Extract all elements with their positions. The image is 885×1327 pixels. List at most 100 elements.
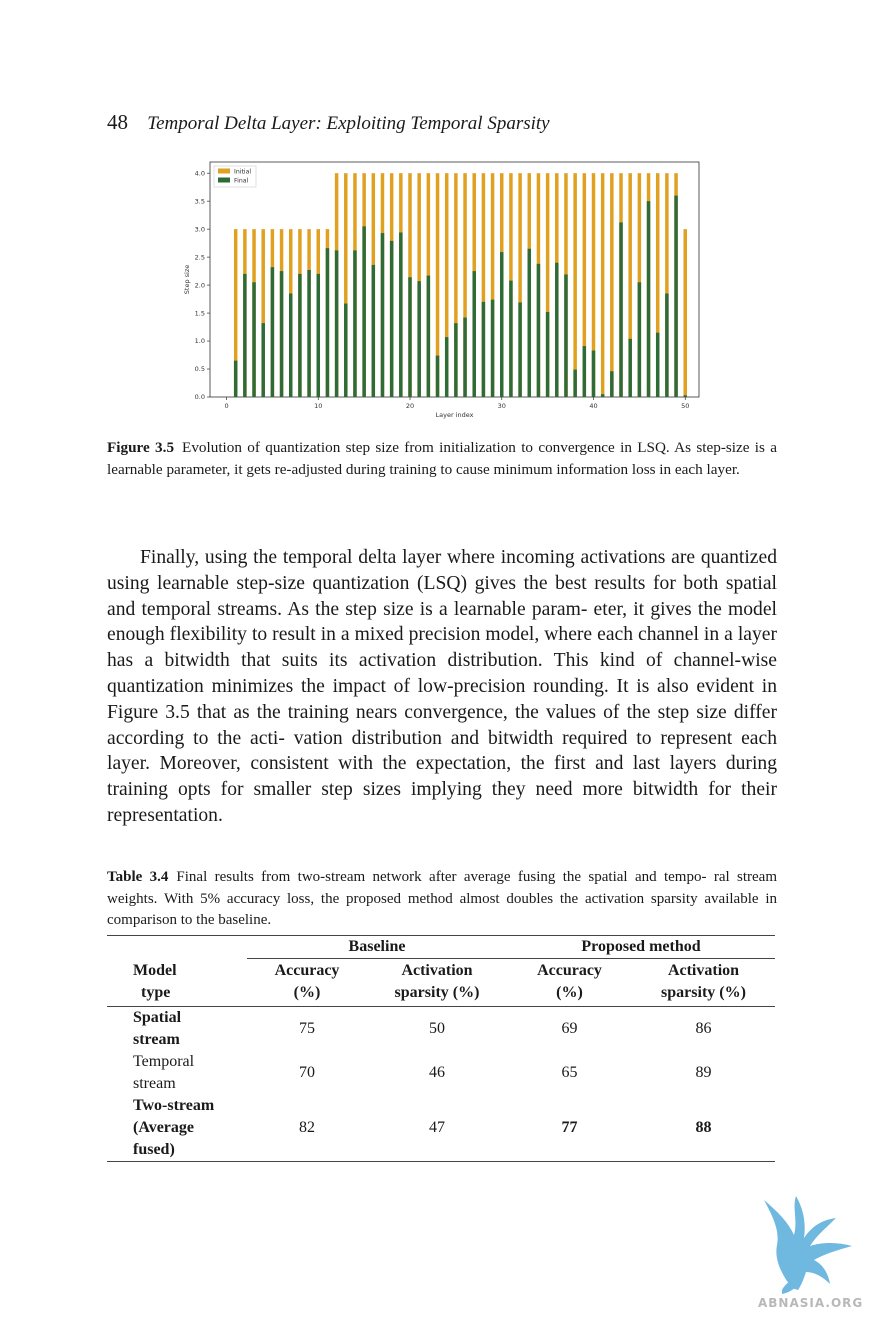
final-bar (362, 226, 366, 397)
running-title: Temporal Delta Layer: Exploiting Tempora… (147, 113, 550, 134)
initial-bar (435, 173, 440, 397)
final-bar (665, 293, 669, 397)
cell-proposed-accuracy: 77 (561, 1119, 578, 1136)
page-number: 48 (107, 110, 128, 134)
plot-area: 0 10 20 30 40 50 0.0 0.5 1.0 1.5 2.0 2.5 3.0 3.5 4.0 La… (183, 161, 700, 419)
final-bar (371, 264, 376, 397)
y-tick-label: 0.0 (195, 393, 205, 401)
final-bar (325, 248, 330, 397)
x-tick-label: 20 (406, 402, 414, 410)
final-bar (426, 275, 431, 397)
final-bar (380, 233, 385, 397)
col-model-type: Model type (133, 961, 177, 1001)
cell-proposed-sparsity: 88 (695, 1119, 712, 1136)
pegasus-logo (764, 1196, 852, 1294)
final-bar (674, 195, 678, 397)
x-tick-label: 10 (314, 402, 322, 410)
final-bar (490, 299, 495, 397)
cell-baseline-accuracy: 82 (299, 1119, 315, 1136)
final-bar (435, 355, 440, 397)
final-bar (288, 293, 293, 397)
final-bar (637, 282, 642, 397)
y-tick-label: 2.0 (195, 281, 205, 289)
final-bar (619, 222, 623, 397)
initial-bar (600, 173, 605, 397)
x-tick-label: 40 (589, 402, 597, 410)
final-bar (545, 311, 550, 397)
final-bar (582, 346, 587, 397)
row-name: Two-stream (Average fused) (133, 1097, 215, 1158)
figure-label: Figure 3.5 (107, 439, 175, 456)
initial-bar (444, 173, 449, 397)
y-tick-label: 3.0 (195, 225, 205, 233)
final-bar (610, 371, 614, 397)
step-size-chart: 0 10 20 30 40 50 0.0 0.5 1.0 1.5 2.0 2.5 3.0 3.5 4.0 La… (183, 161, 700, 419)
final-bar (536, 263, 541, 397)
cell-baseline-accuracy: 70 (299, 1064, 315, 1081)
initial-bar (582, 173, 587, 397)
table-row: Spatial stream 75 50 69 86 (107, 1007, 775, 1052)
group-baseline: Baseline (247, 935, 507, 959)
y-tick-label: 1.5 (195, 309, 205, 317)
row-name: Temporal stream (133, 1053, 195, 1092)
cell-proposed-accuracy: 69 (561, 1020, 578, 1037)
table-caption-text: Final results from two-stream network af… (107, 869, 777, 928)
initial-bar (518, 173, 522, 397)
final-bar (683, 395, 687, 397)
cell-baseline-sparsity: 47 (429, 1119, 445, 1136)
col-baseline-accuracy: Accuracy (%) (274, 962, 340, 1001)
final-bar (509, 280, 513, 397)
final-bar (270, 267, 275, 397)
watermark-text: ABNASIA.ORG (758, 1296, 864, 1310)
initial-bar (573, 173, 577, 397)
table-row: Temporal stream 70 46 65 89 (107, 1051, 775, 1095)
legend-label: Initial (234, 168, 251, 175)
y-tick-label: 2.5 (195, 253, 205, 261)
final-bar (353, 250, 357, 397)
cell-proposed-accuracy: 65 (561, 1064, 578, 1081)
initial-bar (233, 229, 238, 397)
final-bar (564, 274, 568, 397)
y-tick-label: 3.5 (195, 197, 205, 205)
final-bar (646, 201, 651, 397)
results-table: Baseline Proposed method Model type Accur… (107, 935, 775, 1162)
final-bar (500, 252, 504, 397)
table-group-header: Baseline Proposed method (107, 935, 775, 959)
final-bar (316, 273, 321, 397)
body-paragraph: Finally, using the temporal delta layer … (107, 547, 777, 826)
final-bar (444, 337, 449, 397)
final-bar (279, 271, 284, 397)
initial-bar (610, 173, 614, 397)
initial-bar (261, 229, 265, 397)
x-axis-label: Layer index (436, 411, 474, 419)
figure-caption: Figure 3.5 Evolution of quantization step… (107, 437, 777, 481)
final-bar (408, 277, 412, 397)
final-bar (417, 281, 421, 397)
final-bar (591, 350, 596, 397)
final-bar (472, 271, 476, 397)
final-bar (243, 273, 247, 397)
group-proposed: Proposed method (507, 935, 775, 959)
initial-bar (344, 173, 348, 397)
final-bar (628, 338, 632, 397)
cell-baseline-sparsity: 46 (429, 1064, 445, 1081)
initial-bar (591, 173, 596, 397)
table-row: Two-stream (Average fused) 82 47 77 88 (107, 1095, 775, 1162)
final-bar (252, 282, 256, 397)
legend-swatch (218, 177, 230, 183)
col-baseline-sparsity: Activation sparsity (%) (394, 962, 480, 1001)
col-proposed-accuracy: Accuracy (%) (537, 962, 602, 1001)
table-caption: Table 3.4 Final results from two-stream n… (107, 867, 777, 932)
cell-proposed-sparsity: 86 (695, 1020, 712, 1037)
final-bar (600, 394, 605, 397)
y-tick-label: 1.0 (195, 337, 205, 345)
initial-bar (683, 229, 687, 397)
page-header: 48 Temporal Delta Layer: Exploiting Temp… (107, 110, 550, 135)
cell-baseline-accuracy: 75 (299, 1020, 315, 1037)
y-tick-label: 4.0 (195, 169, 205, 177)
initial-bar (665, 173, 669, 397)
x-tick-label: 50 (681, 402, 689, 410)
final-bar (518, 302, 522, 397)
final-bar (344, 303, 348, 397)
final-bar (261, 323, 265, 397)
